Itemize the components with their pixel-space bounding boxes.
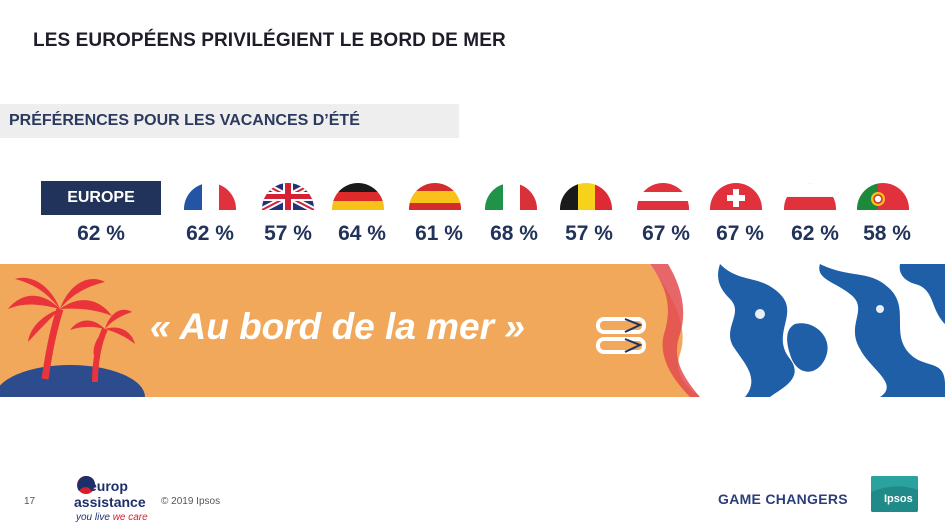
- switzerland-flag-icon: [710, 183, 762, 210]
- banner-quote: « Au bord de la mer »: [150, 306, 525, 347]
- flip-flops-icon: [596, 317, 646, 354]
- italy-flag-icon: [485, 183, 537, 210]
- germany-flag-icon: [332, 183, 384, 210]
- beach-banner: [0, 264, 945, 397]
- country-value: 57 %: [264, 222, 312, 245]
- france-flag-icon: [184, 183, 236, 210]
- poland-flag-icon: [784, 183, 836, 210]
- section-subtitle: PRÉFÉRENCES POUR LES VACANCES D’ÉTÉ: [9, 112, 360, 129]
- spain-flag-icon: [409, 183, 461, 210]
- austria-flag-icon: [637, 183, 689, 210]
- country-value: 58 %: [863, 222, 911, 245]
- slide-title: LES EUROPÉENS PRIVILÉGIENT LE BORD DE ME…: [33, 30, 506, 51]
- brand-tagline: GAME CHANGERS: [718, 491, 848, 507]
- logo-text-assistance: assistance: [74, 494, 146, 510]
- country-value: 62 %: [791, 222, 839, 245]
- europe-value: 62 %: [77, 222, 125, 245]
- country-value: 68 %: [490, 222, 538, 245]
- logo-tagline: you live we care: [76, 512, 148, 523]
- europ-assistance-logo-icon: [77, 476, 95, 494]
- portugal-flag-icon: [857, 183, 909, 210]
- belgium-flag-icon: [560, 183, 612, 210]
- country-value: 67 %: [716, 222, 764, 245]
- ipsos-logo-label: Ipsos: [884, 493, 913, 505]
- country-value: 67 %: [642, 222, 690, 245]
- country-value: 62 %: [186, 222, 234, 245]
- uk-flag-icon: [262, 183, 314, 210]
- subtitle-bar: PRÉFÉRENCES POUR LES VACANCES D’ÉTÉ: [0, 104, 459, 138]
- country-value: 57 %: [565, 222, 613, 245]
- page-number: 17: [24, 496, 36, 507]
- country-value: 64 %: [338, 222, 386, 245]
- copyright: © 2019 Ipsos: [161, 496, 221, 507]
- ipsos-logo-icon: [871, 476, 918, 512]
- country-value: 61 %: [415, 222, 463, 245]
- europe-label-box: EUROPE: [41, 181, 161, 215]
- logo-text-europ: europ: [89, 478, 128, 494]
